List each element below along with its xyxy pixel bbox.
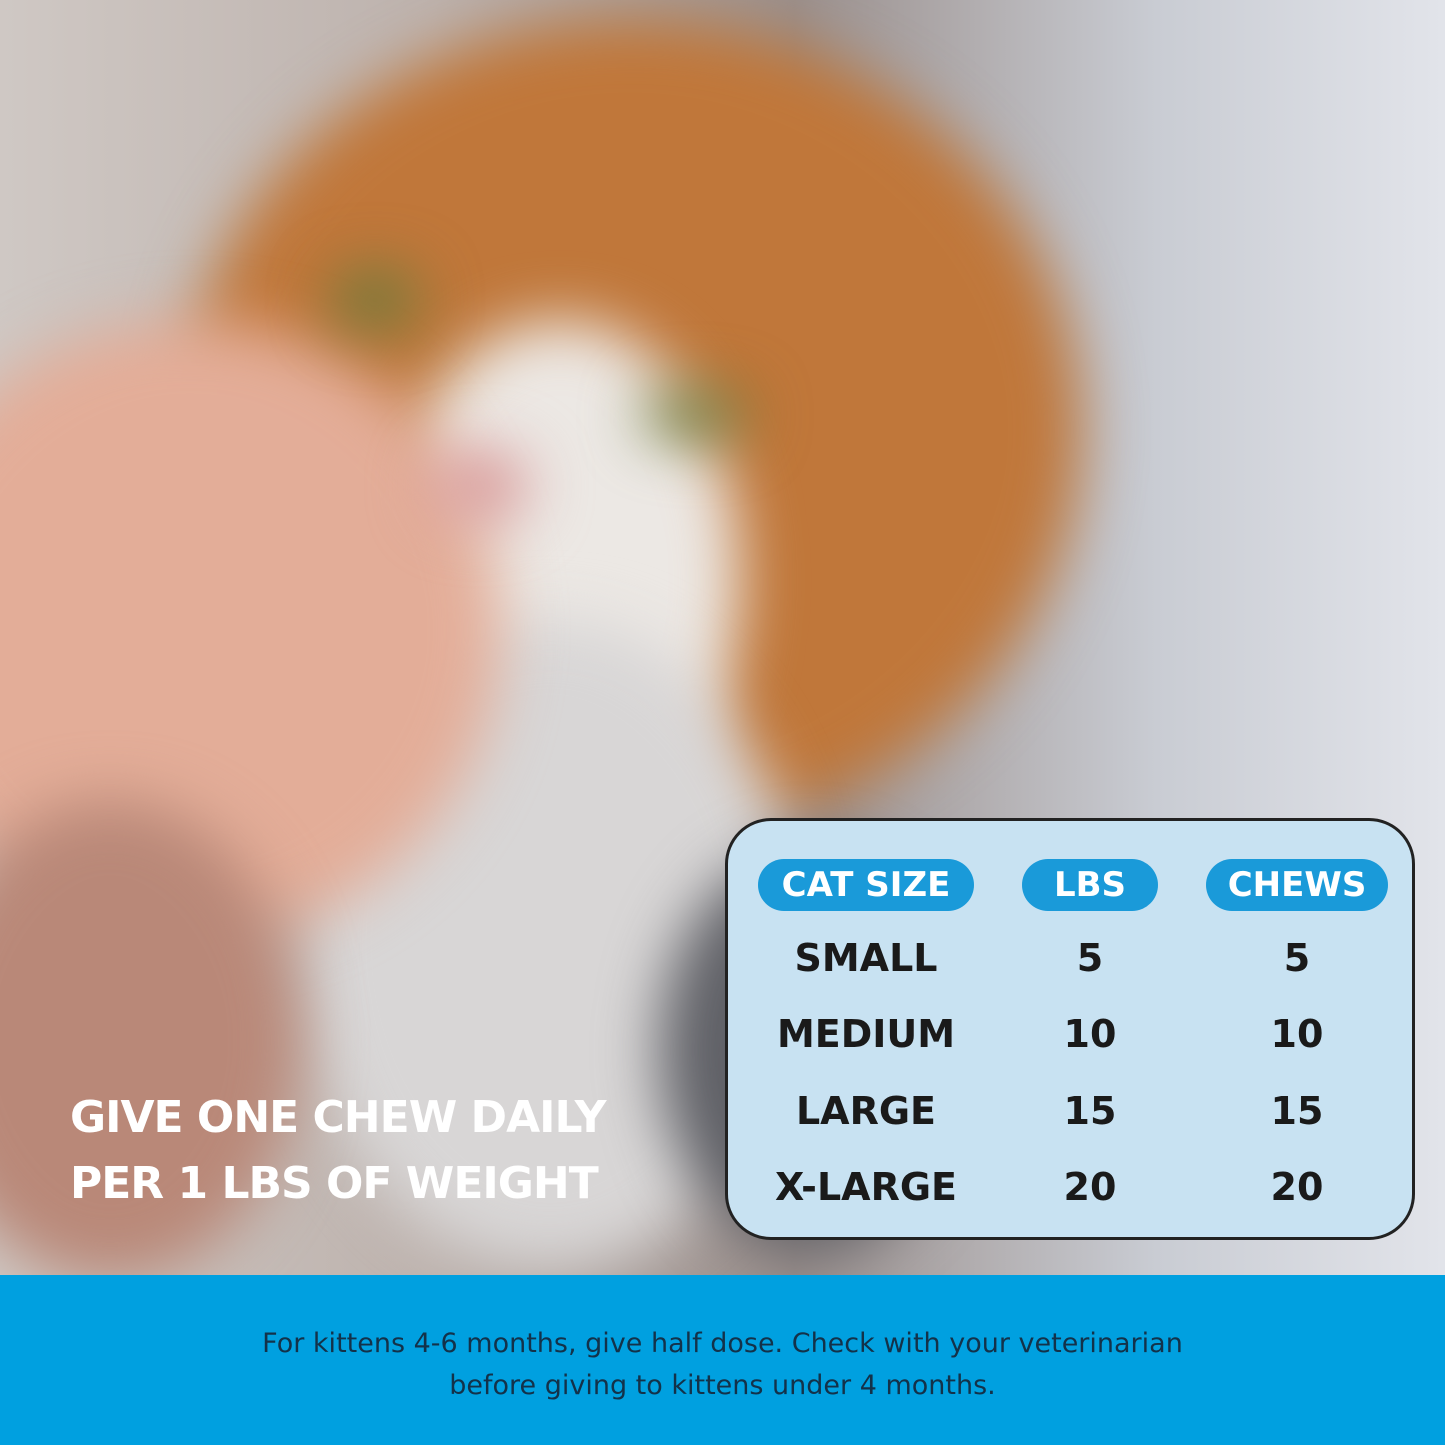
- header-lbs: LBS: [1022, 859, 1158, 911]
- cat-photo: [0, 0, 1445, 1275]
- lbs-cell: 15: [1063, 1089, 1117, 1133]
- cat-size-cell: LARGE: [795, 1089, 937, 1133]
- chews-cell: 10: [1270, 1012, 1324, 1056]
- table-row: MEDIUM 10 10: [728, 1004, 1412, 1064]
- dosage-table: CAT SIZE LBS CHEWS SMALL 5 5 MEDIUM 10 1…: [725, 818, 1415, 1240]
- table-row: SMALL 5 5: [728, 928, 1412, 988]
- table-header-row: CAT SIZE LBS CHEWS: [728, 855, 1412, 915]
- table-row: X-LARGE 20 20: [728, 1157, 1412, 1217]
- cat-size-cell: MEDIUM: [776, 1012, 956, 1056]
- lbs-cell: 10: [1063, 1012, 1117, 1056]
- cat-size-cell: SMALL: [794, 936, 938, 980]
- chews-cell: 20: [1270, 1165, 1324, 1209]
- chews-cell: 15: [1270, 1089, 1324, 1133]
- cat-size-cell: X-LARGE: [774, 1165, 957, 1209]
- lbs-cell: 20: [1063, 1165, 1117, 1209]
- header-cat-size: CAT SIZE: [758, 859, 974, 911]
- note-line-2: before giving to kittens under 4 months.: [449, 1370, 996, 1401]
- header-chews: CHEWS: [1206, 859, 1388, 911]
- table-row: LARGE 15 15: [728, 1081, 1412, 1141]
- headline-line-2: PER 1 LBS OF WEIGHT: [70, 1158, 599, 1209]
- chews-cell: 5: [1283, 936, 1311, 980]
- kitten-dosage-note: For kittens 4-6 months, give half dose. …: [0, 1323, 1445, 1407]
- dosage-headline: GIVE ONE CHEW DAILY PER 1 LBS OF WEIGHT: [70, 1085, 607, 1217]
- footer-banner: For kittens 4-6 months, give half dose. …: [0, 1275, 1445, 1445]
- lbs-cell: 5: [1076, 936, 1104, 980]
- headline-line-1: GIVE ONE CHEW DAILY: [70, 1092, 607, 1143]
- note-line-1: For kittens 4-6 months, give half dose. …: [262, 1328, 1183, 1359]
